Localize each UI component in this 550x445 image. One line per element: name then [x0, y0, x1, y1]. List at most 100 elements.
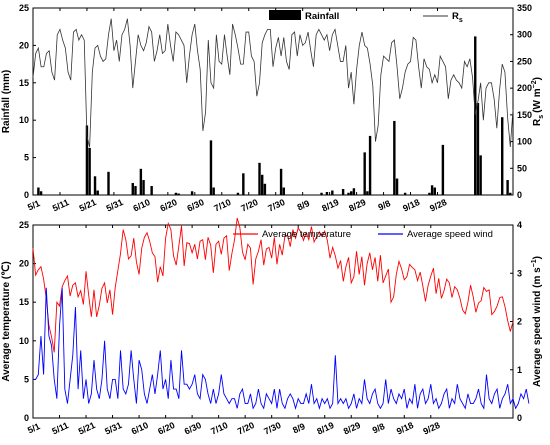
rainfall-bar	[39, 191, 43, 195]
wind-axis-units: (m s	[532, 267, 543, 288]
rs-axis-exponent: −2	[531, 80, 538, 88]
rainfall-bar	[85, 125, 89, 195]
rainfall-bar	[282, 187, 285, 195]
bottom-y-left-tick-label: 20	[19, 259, 29, 269]
rs-axis-close: )	[532, 77, 543, 80]
rainfall-bar	[403, 192, 407, 195]
legend-rs-letter: R	[452, 11, 459, 22]
wind-speed-line	[33, 287, 530, 411]
bottom-x-tick-label: 7/30	[262, 420, 282, 436]
top-x-tick-label: 8/29	[347, 197, 367, 213]
top-y-left-tick-label: 25	[19, 3, 29, 13]
top-x-tick-label: 8/19	[320, 197, 340, 213]
bottom-x-tick-label: 5/31	[103, 420, 123, 436]
bottom-plot-frame	[32, 224, 514, 419]
top-x-tick-label: 7/10	[212, 197, 232, 213]
rainfall-bar	[93, 176, 97, 195]
top-y-left-tick-label: 10	[19, 115, 29, 125]
temperature-line	[32, 217, 514, 353]
rainfall-bar	[242, 173, 245, 195]
top-y-right-axis-title: Rs (W m−2)	[531, 77, 545, 126]
top-x-tick-label: 5/1	[26, 198, 42, 212]
bottom-y-left-tick-label: 25	[19, 220, 29, 230]
rainfall-bar	[341, 189, 345, 195]
rainfall-bar	[134, 186, 137, 195]
bottom-y-left-tick-label: 15	[19, 297, 29, 307]
top-x-tick-label: 6/30	[185, 197, 205, 213]
top-y-right-tick-label: 0	[517, 190, 522, 200]
wind-axis-name: Average speed wind	[532, 288, 543, 387]
top-x-tick-label: 7/20	[239, 197, 259, 213]
rainfall-bar	[320, 192, 323, 195]
top-x-tick-label: 9/18	[401, 197, 421, 213]
rainfall-bar	[347, 192, 350, 195]
rainfall-bar	[506, 180, 509, 195]
rainfall-bar	[352, 188, 356, 195]
rainfall-bar	[428, 192, 431, 195]
top-y-left-tick-label: 5	[24, 153, 29, 163]
top-plot-frame	[32, 7, 514, 196]
bottom-y-left-tick-label: 0	[24, 413, 29, 423]
wind-axis-exponent: −1	[531, 259, 538, 267]
rainfall-bar	[190, 191, 194, 195]
rs-axis-subscript: s	[538, 115, 545, 119]
top-x-tick-label: 6/20	[159, 197, 179, 213]
top-y-right-tick-label: 150	[517, 110, 532, 120]
bottom-legend: Average temperature Average speed wind	[233, 229, 493, 240]
rainfall-bar	[131, 183, 134, 195]
rainfall-bar	[37, 187, 40, 195]
rainfall-bar	[368, 135, 372, 195]
top-x-tick-label: 5/11	[51, 197, 71, 213]
bottom-x-tick-label: 7/20	[236, 420, 256, 436]
bottom-x-tick-label: 9/18	[395, 420, 415, 436]
bottom-x-tick-label: 8/9	[291, 421, 307, 435]
rainfall-bar	[395, 178, 399, 195]
bottom-x-tick-label: 8/19	[315, 420, 335, 436]
rainfall-bar	[96, 190, 99, 195]
bottom-x-tick-label: 9/28	[421, 420, 441, 436]
bottom-y-right-tick-label: 4	[517, 220, 522, 230]
rainfall-bar	[479, 155, 482, 195]
top-y-right-tick-label: 50	[517, 163, 527, 173]
bottom-y-left-tick-label: 5	[24, 374, 29, 384]
rs-axis-units: (W m	[532, 88, 543, 113]
rainfall-bar	[209, 140, 213, 195]
bottom-y-right-tick-label: 1	[517, 365, 522, 375]
top-x-tick-label: 7/30	[266, 197, 286, 213]
rainfall-radiation-chart: 5/1 5/11 5/21 5/31 6/10 6/20 6/30 7/10 7/20 7/30 8…	[1, 3, 545, 214]
rainfall-bar	[430, 185, 434, 195]
rs-axis-letter: R	[532, 118, 543, 126]
top-x-tick-label: 5/31	[105, 197, 125, 213]
rainfall-bar	[177, 193, 180, 195]
rainfall-bar	[325, 192, 329, 195]
rainfall-bar	[139, 168, 143, 195]
rainfall-bar	[433, 187, 436, 195]
rainfall-bar	[150, 186, 153, 195]
rainfall-bar	[441, 144, 445, 195]
rainfall-bar	[501, 117, 504, 195]
bottom-x-tick-label: 6/30	[183, 420, 203, 436]
top-x-tick-label: 9/28	[428, 197, 448, 213]
top-y-left-tick-label: 0	[24, 190, 29, 200]
rainfall-bar	[279, 168, 283, 195]
rainfall-bar	[350, 191, 353, 195]
top-y-right-tick-label: 350	[517, 3, 532, 13]
top-x-tick-label: 8/9	[296, 198, 312, 212]
rainfall-bar	[509, 192, 512, 195]
rainfall-bar	[236, 192, 240, 195]
temperature-wind-chart: 5/1 5/11 5/21 5/31 6/10 6/20 6/30 7/10 7/20 7/30 8…	[1, 217, 543, 437]
top-x-tick-label: 6/10	[132, 197, 152, 213]
legend-rs-label: Rs	[452, 11, 463, 24]
rainfall-bar	[174, 192, 178, 195]
rainfall-bar	[258, 162, 261, 195]
bottom-y-right-tick-label: 2	[517, 317, 522, 327]
top-y-left-axis-title: Rainfall (mm)	[1, 70, 12, 133]
top-y-left-tick-label: 20	[19, 40, 29, 50]
rainfall-bar	[476, 103, 480, 195]
top-y-right-tick-label: 300	[517, 30, 532, 40]
rs-line	[32, 18, 514, 148]
bottom-y-right-tick-label: 3	[517, 268, 522, 278]
bottom-y-left-axis-title: Average temperature (℃)	[1, 261, 12, 381]
legend-rs-subscript: s	[459, 17, 463, 24]
